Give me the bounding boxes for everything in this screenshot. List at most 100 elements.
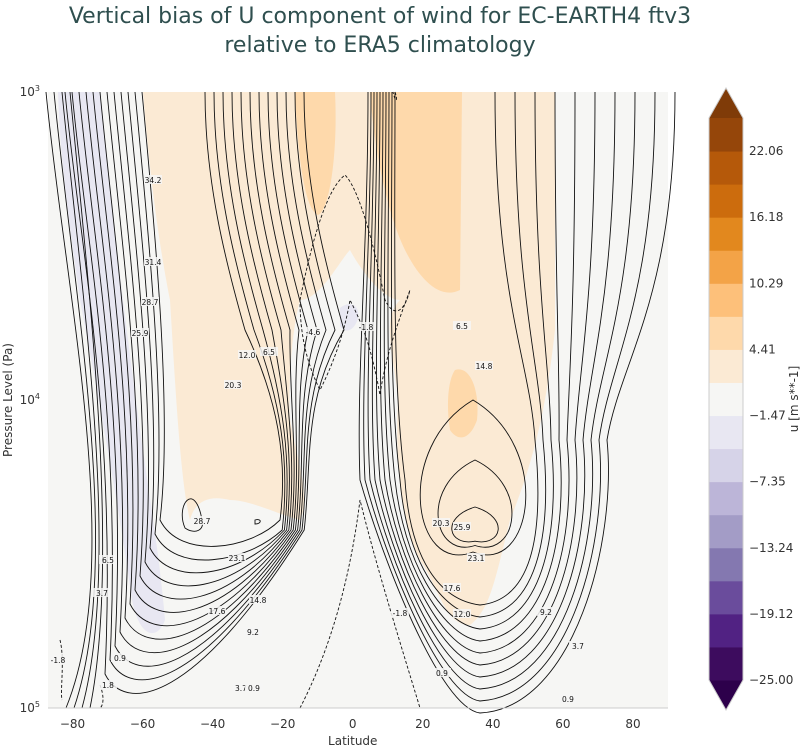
contour-line [69, 91, 104, 709]
contour-line [376, 91, 596, 666]
colorbar-tick-label: 22.06 [749, 144, 783, 158]
contour-label-bg [111, 653, 129, 662]
contour-line [92, 91, 309, 640]
x-tick-label: 60 [555, 717, 570, 731]
contour-label: 0.9 [248, 684, 260, 693]
contour-line [99, 91, 300, 627]
contour-label: 12.0 [239, 351, 256, 360]
contour-line [437, 459, 513, 548]
x-tick-label: −60 [130, 717, 155, 731]
contour-label: 6.5 [263, 348, 275, 357]
colorbar-label: u [m s**-1] [787, 366, 801, 433]
colorbar-outline [708, 86, 744, 712]
x-tick-label: 80 [625, 717, 640, 731]
colorbar-bin [709, 580, 743, 615]
contour-line [299, 499, 421, 709]
contour-label: 3.7 [235, 684, 247, 693]
contour-label-bg [144, 257, 162, 266]
contour-line [451, 506, 499, 543]
contour-line [106, 91, 295, 613]
contour-label-bg [244, 627, 262, 636]
contour-line [383, 91, 562, 642]
contour-label: 12.0 [454, 610, 471, 619]
contour-label-bg [453, 321, 471, 330]
contour-label: 25.9 [132, 329, 149, 338]
contour-label: 17.6 [444, 584, 461, 593]
colorbar-tick-label: −7.35 [749, 475, 786, 489]
contour-line [387, 91, 554, 630]
x-tick-label: −20 [270, 717, 295, 731]
colorbar-tick-label: 16.18 [749, 210, 783, 224]
contour-line [61, 91, 100, 709]
contour-label: 20.3 [225, 381, 242, 390]
contour-line [363, 91, 656, 702]
x-tick-label: 0 [349, 717, 357, 731]
y-axis-label: Pressure Level (Pa) [1, 343, 15, 457]
contour-label-bg [260, 347, 278, 356]
contour-label-bg [357, 322, 375, 331]
contour-label-bg [131, 328, 149, 337]
colorbar-bin [709, 217, 743, 251]
colorbar-tick-label: 10.29 [749, 276, 783, 290]
contour-label-bg [144, 175, 162, 184]
contour-line [120, 91, 290, 587]
contour-label: 31.4 [145, 258, 162, 267]
contour-line [127, 91, 288, 574]
contour-label-bg [433, 668, 451, 677]
contour-label: 14.8 [476, 362, 493, 371]
colorbar-bin [709, 613, 743, 648]
colorbar-bin [709, 547, 743, 582]
colorbar-bin [709, 481, 743, 516]
colorbar-tick-label: −19.12 [749, 607, 793, 621]
x-axis-label: Latitude [328, 734, 377, 748]
contour-label: 0.9 [562, 695, 574, 704]
contour-label: 9.2 [247, 628, 259, 637]
contour-line [394, 91, 539, 606]
contour-label: 9.2 [540, 608, 552, 617]
contour-label-bg [93, 588, 111, 597]
contour-lines [45, 91, 676, 714]
contour-label-bg [249, 595, 267, 604]
colorbar-extend-max [709, 88, 743, 118]
contour-label: 23.1 [229, 554, 246, 563]
contour-label: -1.8 [359, 323, 374, 332]
contour-label-bg [467, 553, 485, 562]
x-tick-label: 40 [485, 717, 500, 731]
contour-label: 0.9 [114, 654, 126, 663]
contour-line [254, 519, 261, 525]
contour-label: 25.9 [454, 523, 471, 532]
contour-label: 28.7 [142, 298, 159, 307]
contour-line [64, 91, 345, 694]
colorbar-bin [709, 118, 743, 152]
chart-title-line-2: relative to ERA5 climatology [224, 33, 536, 58]
colorbar-bin [709, 316, 743, 350]
fill-region-positive-bias-medium [447, 369, 478, 438]
colorbar-tick-label: −1.47 [749, 409, 786, 423]
contour-line [392, 91, 397, 101]
colorbar-bin [709, 448, 743, 483]
contour-label-bg [99, 680, 117, 689]
y-tick-label: 104 [20, 392, 40, 407]
contour-line [78, 91, 327, 667]
contour-line [85, 91, 318, 653]
colorbar-bin [709, 415, 743, 450]
contour-label-bg [304, 327, 322, 336]
contour-label-bg [193, 516, 211, 525]
contour-label: 3.7 [96, 589, 108, 598]
contour-label: 6.5 [456, 322, 468, 331]
contour-line [419, 399, 527, 556]
contour-line [45, 91, 93, 709]
colorbar-bin [709, 514, 743, 549]
colorbar-bin [709, 646, 743, 681]
chart-title-line-1: Vertical bias of U component of wind for… [68, 4, 692, 29]
contour-label: 20.3 [433, 519, 450, 528]
colorbar: 22.06 16.18 10.29 4.41 −1.47 −7.35 −13.24 −19.1… [708, 86, 801, 712]
contour-label-bg [49, 655, 67, 664]
contour-line [53, 91, 96, 709]
axes: −80 −60 −40 −20 0 20 40 60 80 Latitude 103 104 105 Pr… [1, 84, 668, 748]
contour-label-bg [224, 380, 242, 389]
contour-label-bg [99, 555, 117, 564]
fill-region-positive-bias-medium [370, 92, 462, 293]
contour-label: 3.7 [572, 642, 584, 651]
contour-label: 0.9 [436, 669, 448, 678]
